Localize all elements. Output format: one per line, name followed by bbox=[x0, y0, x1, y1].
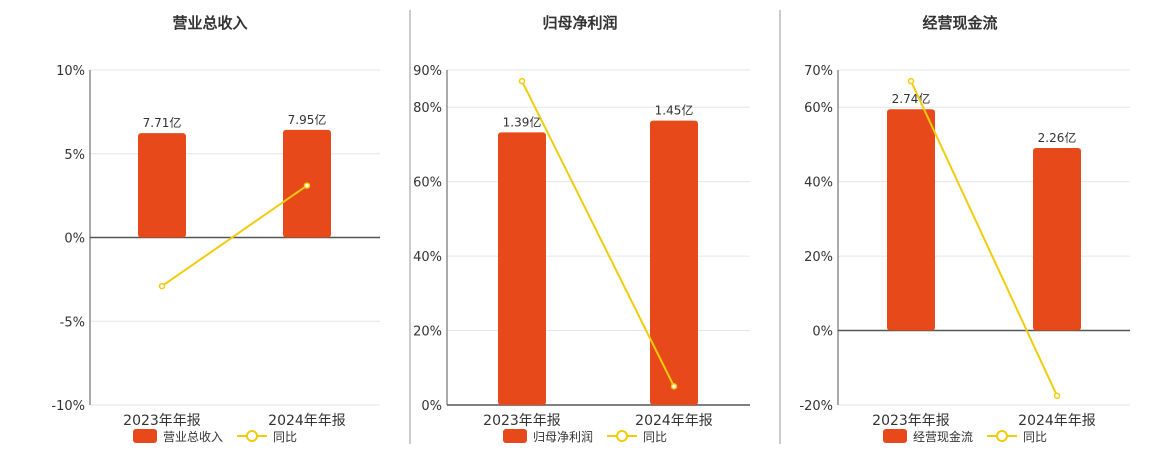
y-tick-label: 90% bbox=[413, 64, 442, 79]
y-tick-label: -5% bbox=[60, 315, 85, 330]
x-category-label: 2024年年报 bbox=[1018, 413, 1096, 429]
chart-panel-2: 归母净利润 90% 80% 60% 40% 20% 0% 1.39亿 1.45亿 2023年年报 2… bbox=[413, 14, 750, 444]
x-category-label: 2023年年报 bbox=[483, 413, 561, 429]
chart-title: 经营现金流 bbox=[922, 14, 997, 32]
bar-value-label: 7.71亿 bbox=[143, 115, 182, 130]
legend-swatch-marker bbox=[246, 430, 258, 442]
y-tick-label: 40% bbox=[804, 176, 833, 191]
yoy-line bbox=[521, 80, 675, 387]
yoy-line bbox=[910, 80, 1058, 397]
yoy-point bbox=[303, 182, 311, 189]
legend-label: 同比 bbox=[273, 430, 297, 444]
bar-value-label: 7.95亿 bbox=[288, 112, 327, 127]
bar-value-label: 2.74亿 bbox=[892, 91, 931, 106]
x-category-label: 2023年年报 bbox=[123, 413, 201, 429]
x-category-label: 2024年年报 bbox=[635, 413, 713, 429]
bar-value-label: 1.39亿 bbox=[503, 114, 542, 129]
legend-swatch-bar bbox=[883, 429, 907, 443]
chart-panel-3: 经营现金流 70% 60% 40% 20% 0% -20% 2.74亿 2.26亿 2023年年报… bbox=[799, 14, 1130, 444]
bar bbox=[650, 120, 698, 405]
legend-label: 经营现金流 bbox=[913, 429, 973, 444]
legend-label: 同比 bbox=[643, 430, 667, 444]
y-tick-label: 20% bbox=[804, 250, 833, 265]
y-tick-label: 70% bbox=[804, 64, 833, 79]
legend-swatch-bar bbox=[503, 429, 527, 443]
y-tick-label: -20% bbox=[799, 399, 833, 414]
yoy-point bbox=[1053, 392, 1061, 399]
legend: 经营现金流 同比 bbox=[883, 429, 1047, 444]
legend-label: 同比 bbox=[1023, 430, 1047, 444]
yoy-point bbox=[670, 383, 678, 390]
legend: 营业总收入 同比 bbox=[133, 429, 297, 444]
legend-label: 归母净利润 bbox=[533, 430, 593, 444]
x-category-label: 2023年年报 bbox=[872, 413, 950, 429]
chart-title: 营业总收入 bbox=[172, 14, 247, 32]
bar-value-label: 2.26亿 bbox=[1038, 130, 1077, 145]
bar-value-label: 1.45亿 bbox=[655, 103, 694, 118]
legend-swatch-bar bbox=[133, 429, 157, 443]
legend-swatch-marker bbox=[616, 430, 628, 442]
y-tick-label: 10% bbox=[56, 64, 85, 79]
y-tick-label: 40% bbox=[413, 250, 442, 265]
y-tick-label: -10% bbox=[51, 399, 85, 414]
yoy-point bbox=[518, 77, 526, 85]
bar bbox=[887, 109, 935, 331]
y-tick-label: 5% bbox=[64, 148, 85, 163]
yoy-point bbox=[907, 77, 915, 85]
y-tick-label: 0% bbox=[812, 325, 833, 340]
x-category-label: 2024年年报 bbox=[268, 413, 346, 429]
chart-title: 归母净利润 bbox=[542, 14, 617, 32]
y-tick-label: 60% bbox=[804, 101, 833, 116]
legend-swatch-marker bbox=[996, 430, 1008, 442]
y-tick-label: 0% bbox=[421, 399, 442, 414]
legend-label: 营业总收入 bbox=[163, 430, 223, 444]
yoy-point bbox=[158, 282, 166, 290]
y-tick-label: 60% bbox=[413, 176, 442, 191]
y-tick-label: 20% bbox=[413, 325, 442, 340]
y-tick-label: 80% bbox=[413, 101, 442, 116]
bar bbox=[1033, 148, 1081, 331]
chart-panel-1: 营业总收入 10% 5% 0% -5% -10% 7.71亿 7.95亿 2023年年报 2024… bbox=[51, 14, 380, 444]
bar bbox=[138, 133, 186, 238]
y-tick-label: 0% bbox=[64, 232, 85, 247]
legend: 归母净利润 同比 bbox=[503, 429, 667, 444]
yoy-line bbox=[161, 184, 308, 287]
bar bbox=[498, 132, 546, 405]
